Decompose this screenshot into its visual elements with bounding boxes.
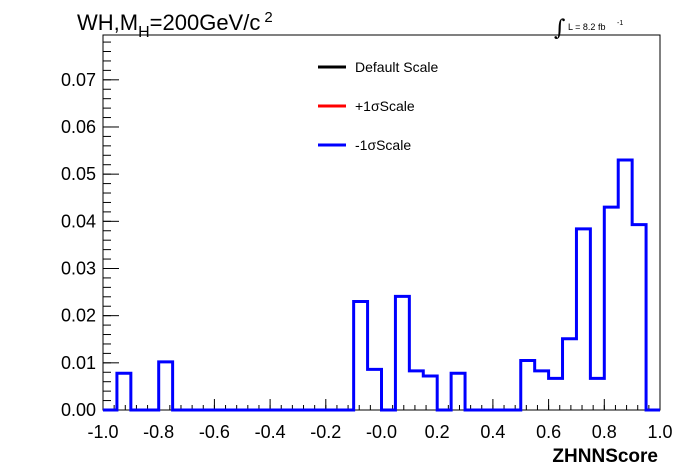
x-tick-label: 0.6 [536, 422, 561, 442]
legend: Default Scale +1σScale -1σScale [318, 59, 438, 153]
y-tick-label: 0.07 [61, 70, 96, 90]
x-tick-label: -1.0 [87, 422, 118, 442]
chart-title: WH,MH=200GeV/c 2 [77, 9, 273, 41]
x-tick-labels: -1.0 -0.8 -0.6 -0.4 -0.2 -0.0 0.2 0.4 0.6 0.8 1.0 [87, 422, 672, 442]
title-main: WH,M [77, 10, 138, 35]
x-axis-title: ZHNNScore [552, 446, 658, 467]
y-tick-label: 0.04 [61, 211, 96, 231]
title-superscript: 2 [264, 9, 272, 26]
legend-label-plus1sigma: +1σScale [355, 98, 415, 114]
y-tick-label: 0.01 [61, 353, 96, 373]
lumi-text: L = 8.2 fb [568, 22, 605, 32]
y-tick-label: 0.06 [61, 117, 96, 137]
title-subscript: H [138, 24, 150, 41]
x-tick-label: -0.8 [143, 422, 174, 442]
legend-label-minus1sigma: -1σScale [355, 137, 411, 153]
y-tick-label: 0.00 [61, 400, 96, 420]
x-tick-label: -0.0 [366, 422, 397, 442]
x-tick-label: -0.2 [310, 422, 341, 442]
y-tick-label: 0.03 [61, 258, 96, 278]
x-tick-label: 0.4 [480, 422, 505, 442]
legend-label-default: Default Scale [355, 59, 438, 75]
integral-symbol: ∫ [554, 16, 566, 41]
x-tick-label: 0.2 [425, 422, 450, 442]
lumi-superscript: -1 [617, 20, 623, 27]
plot-frame [102, 34, 661, 411]
x-tick-label: -0.4 [255, 422, 286, 442]
x-tick-label: 1.0 [647, 422, 672, 442]
series-line [103, 158, 660, 412]
series-group [103, 158, 660, 412]
x-tick-label: 0.8 [592, 422, 617, 442]
y-tick-label: 0.02 [61, 306, 96, 326]
y-tick-labels: 0.00 0.01 0.02 0.03 0.04 0.05 0.06 0.07 [61, 70, 96, 420]
lumi-label: ∫ L = 8.2 fb -1 [554, 16, 623, 41]
title-rest: =200GeV/c [150, 10, 261, 35]
y-tick-label: 0.05 [61, 164, 96, 184]
x-tick-label: -0.6 [199, 422, 230, 442]
